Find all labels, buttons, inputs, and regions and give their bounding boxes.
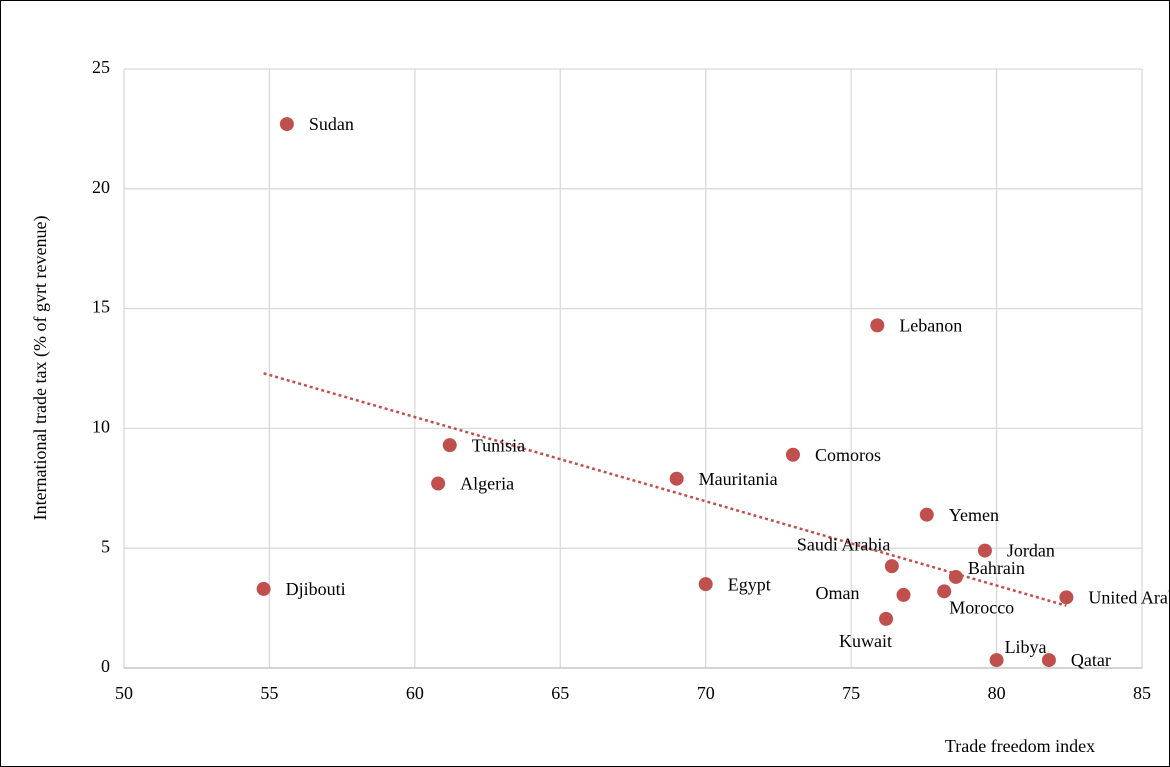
y-tick-label: 15	[92, 297, 110, 317]
trendline	[263, 372, 1067, 607]
point	[698, 577, 713, 592]
point-label: Algeria	[460, 474, 514, 494]
x-tick-label: 55	[260, 683, 278, 703]
point-label: Mauritania	[699, 469, 778, 489]
point	[989, 653, 1004, 668]
x-tick-label: 70	[697, 683, 715, 703]
y-tick-label: 0	[101, 656, 110, 676]
point-label: Qatar	[1071, 650, 1111, 670]
point-label: Morocco	[949, 597, 1014, 617]
point-label: United Arab Emirates	[1088, 587, 1170, 607]
point	[1059, 590, 1074, 605]
point-label: Yemen	[949, 505, 999, 525]
point-label: Sudan	[309, 114, 354, 134]
point-label: Saudi Arabia	[797, 534, 890, 554]
point	[948, 569, 963, 584]
point	[442, 438, 457, 453]
x-axis-title: Trade freedom index	[945, 736, 1095, 756]
point	[669, 471, 684, 486]
point	[937, 584, 952, 599]
y-axis-title: International trade tax (% of gvrt reven…	[30, 216, 51, 521]
point-label: Kuwait	[839, 631, 892, 651]
point-label: Jordan	[1007, 541, 1055, 561]
point-label: Bahrain	[968, 558, 1025, 578]
point-label: Djibouti	[286, 579, 346, 599]
x-tick-label: 85	[1133, 683, 1151, 703]
point-label: Egypt	[728, 574, 771, 594]
point-label: Tunisia	[472, 435, 525, 455]
x-tick-label: 80	[988, 683, 1006, 703]
point	[919, 507, 934, 522]
point	[279, 117, 294, 132]
point	[1041, 653, 1056, 668]
y-tick-label: 25	[92, 57, 110, 77]
point-label: Comoros	[815, 445, 881, 465]
y-tick-label: 10	[92, 417, 110, 437]
x-tick-label: 50	[115, 683, 133, 703]
x-tick-label: 65	[551, 683, 569, 703]
point	[431, 476, 446, 491]
point	[256, 581, 271, 596]
point	[884, 559, 899, 574]
point	[896, 587, 911, 602]
x-tick-label: 75	[842, 683, 860, 703]
x-tick-label: 60	[406, 683, 424, 703]
y-tick-label: 20	[92, 177, 110, 197]
point-label: Lebanon	[899, 315, 962, 335]
point	[879, 611, 894, 626]
point-label: Libya	[1005, 637, 1047, 657]
point	[870, 318, 885, 333]
point	[977, 543, 992, 558]
y-tick-label: 5	[101, 536, 110, 556]
point-label: Oman	[815, 583, 859, 603]
point	[785, 447, 800, 462]
